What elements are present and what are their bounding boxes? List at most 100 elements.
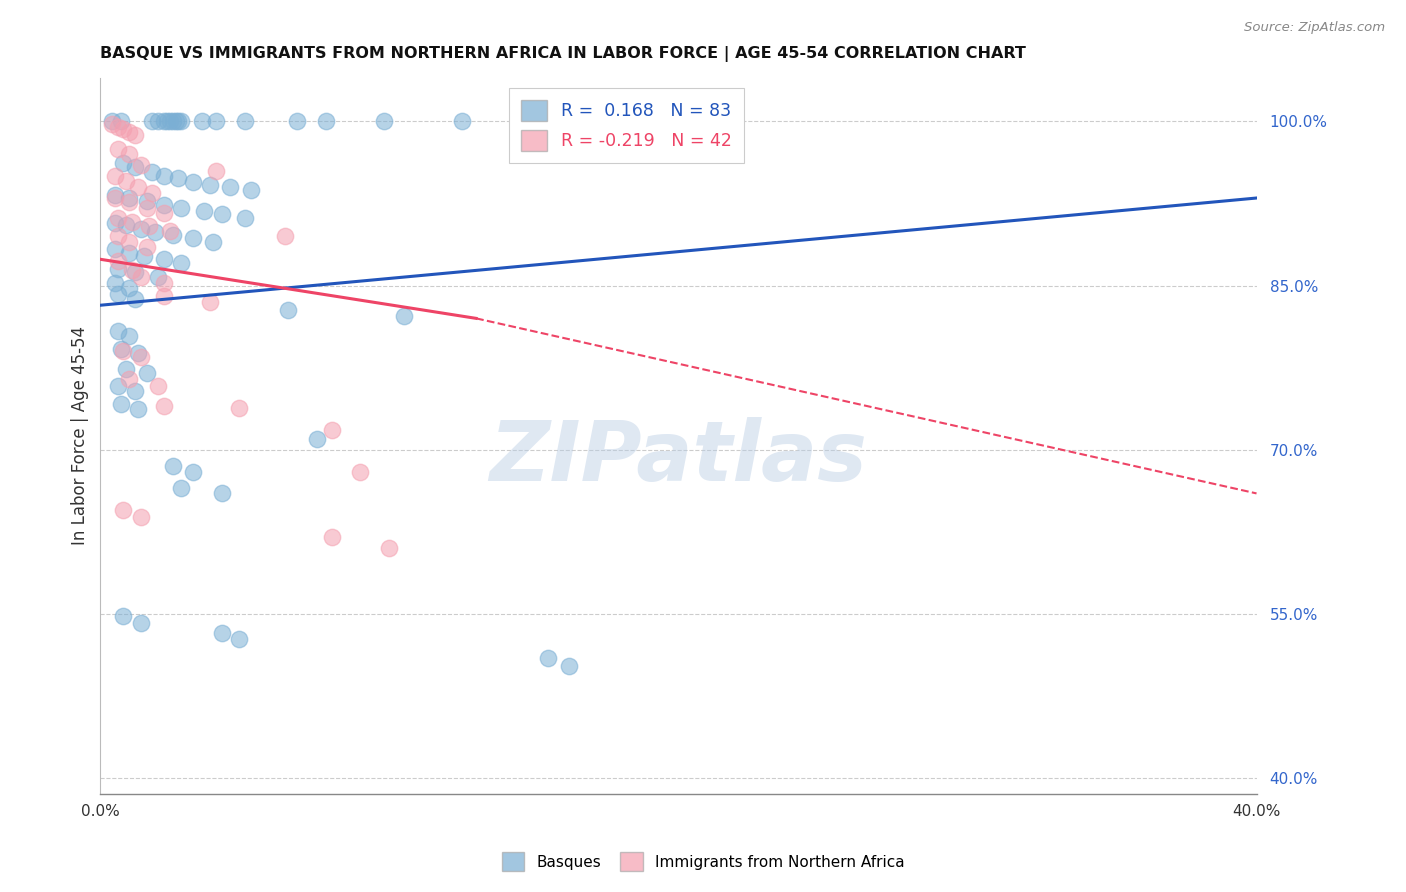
- Point: [118, 191, 141, 205]
- Point: [124, 128, 146, 142]
- Point: [170, 481, 193, 495]
- Point: [450, 114, 472, 128]
- Point: [127, 402, 149, 417]
- Point: [181, 465, 204, 479]
- Point: [118, 125, 141, 139]
- Point: [135, 201, 157, 215]
- Point: [132, 249, 155, 263]
- Point: [202, 235, 225, 249]
- Point: [141, 186, 163, 200]
- Point: [118, 281, 141, 295]
- Point: [135, 366, 157, 380]
- Point: [127, 346, 149, 360]
- Point: [112, 122, 135, 136]
- Point: [143, 225, 166, 239]
- Point: [110, 342, 132, 356]
- Point: [537, 650, 560, 665]
- Point: [228, 632, 250, 646]
- Point: [124, 384, 146, 398]
- Point: [190, 114, 212, 128]
- Point: [392, 309, 415, 323]
- Point: [233, 114, 256, 128]
- Point: [285, 114, 308, 128]
- Point: [159, 224, 181, 238]
- Point: [153, 399, 176, 413]
- Point: [198, 178, 221, 192]
- Point: [156, 114, 179, 128]
- Point: [115, 173, 138, 187]
- Point: [167, 171, 190, 186]
- Point: [104, 169, 127, 183]
- Point: [124, 161, 146, 175]
- Point: [101, 117, 124, 131]
- Point: [170, 201, 193, 215]
- Point: [167, 114, 190, 128]
- Text: Source: ZipAtlas.com: Source: ZipAtlas.com: [1244, 21, 1385, 34]
- Point: [115, 219, 138, 233]
- Point: [110, 397, 132, 411]
- Point: [104, 187, 127, 202]
- Point: [118, 371, 141, 385]
- Point: [127, 180, 149, 194]
- Point: [181, 175, 204, 189]
- Point: [121, 215, 143, 229]
- Point: [112, 609, 135, 624]
- Point: [205, 114, 228, 128]
- Point: [165, 114, 187, 128]
- Point: [112, 156, 135, 170]
- Point: [107, 262, 129, 277]
- Point: [146, 269, 169, 284]
- Point: [104, 191, 127, 205]
- Point: [211, 486, 233, 500]
- Legend: Basques, Immigrants from Northern Africa: Basques, Immigrants from Northern Africa: [495, 847, 911, 877]
- Point: [373, 114, 395, 128]
- Point: [162, 458, 184, 473]
- Y-axis label: In Labor Force | Age 45-54: In Labor Force | Age 45-54: [72, 326, 89, 546]
- Point: [129, 350, 152, 364]
- Point: [118, 195, 141, 210]
- Point: [557, 659, 579, 673]
- Text: BASQUE VS IMMIGRANTS FROM NORTHERN AFRICA IN LABOR FORCE | AGE 45-54 CORRELATION: BASQUE VS IMMIGRANTS FROM NORTHERN AFRIC…: [100, 46, 1026, 62]
- Point: [129, 615, 152, 630]
- Point: [228, 401, 250, 415]
- Point: [121, 263, 143, 277]
- Point: [219, 180, 242, 194]
- Point: [378, 541, 401, 555]
- Text: ZIPatlas: ZIPatlas: [489, 417, 868, 498]
- Point: [181, 231, 204, 245]
- Point: [153, 252, 176, 267]
- Point: [135, 240, 157, 254]
- Point: [107, 379, 129, 393]
- Point: [104, 216, 127, 230]
- Point: [107, 211, 129, 225]
- Point: [129, 221, 152, 235]
- Point: [110, 114, 132, 128]
- Point: [211, 626, 233, 640]
- Point: [104, 277, 127, 291]
- Point: [141, 165, 163, 179]
- Point: [118, 147, 141, 161]
- Point: [135, 194, 157, 209]
- Point: [159, 114, 181, 128]
- Point: [107, 325, 129, 339]
- Point: [153, 206, 176, 220]
- Point: [170, 255, 193, 269]
- Point: [321, 530, 343, 544]
- Point: [153, 197, 176, 211]
- Point: [107, 120, 129, 134]
- Point: [118, 329, 141, 343]
- Point: [129, 510, 152, 524]
- Point: [107, 229, 129, 244]
- Point: [129, 158, 152, 172]
- Point: [118, 245, 141, 260]
- Point: [162, 228, 184, 243]
- Point: [115, 361, 138, 376]
- Point: [153, 169, 176, 183]
- Point: [107, 254, 129, 268]
- Point: [129, 269, 152, 284]
- Point: [124, 292, 146, 306]
- Point: [112, 503, 135, 517]
- Point: [211, 207, 233, 221]
- Point: [107, 142, 129, 156]
- Point: [321, 423, 343, 437]
